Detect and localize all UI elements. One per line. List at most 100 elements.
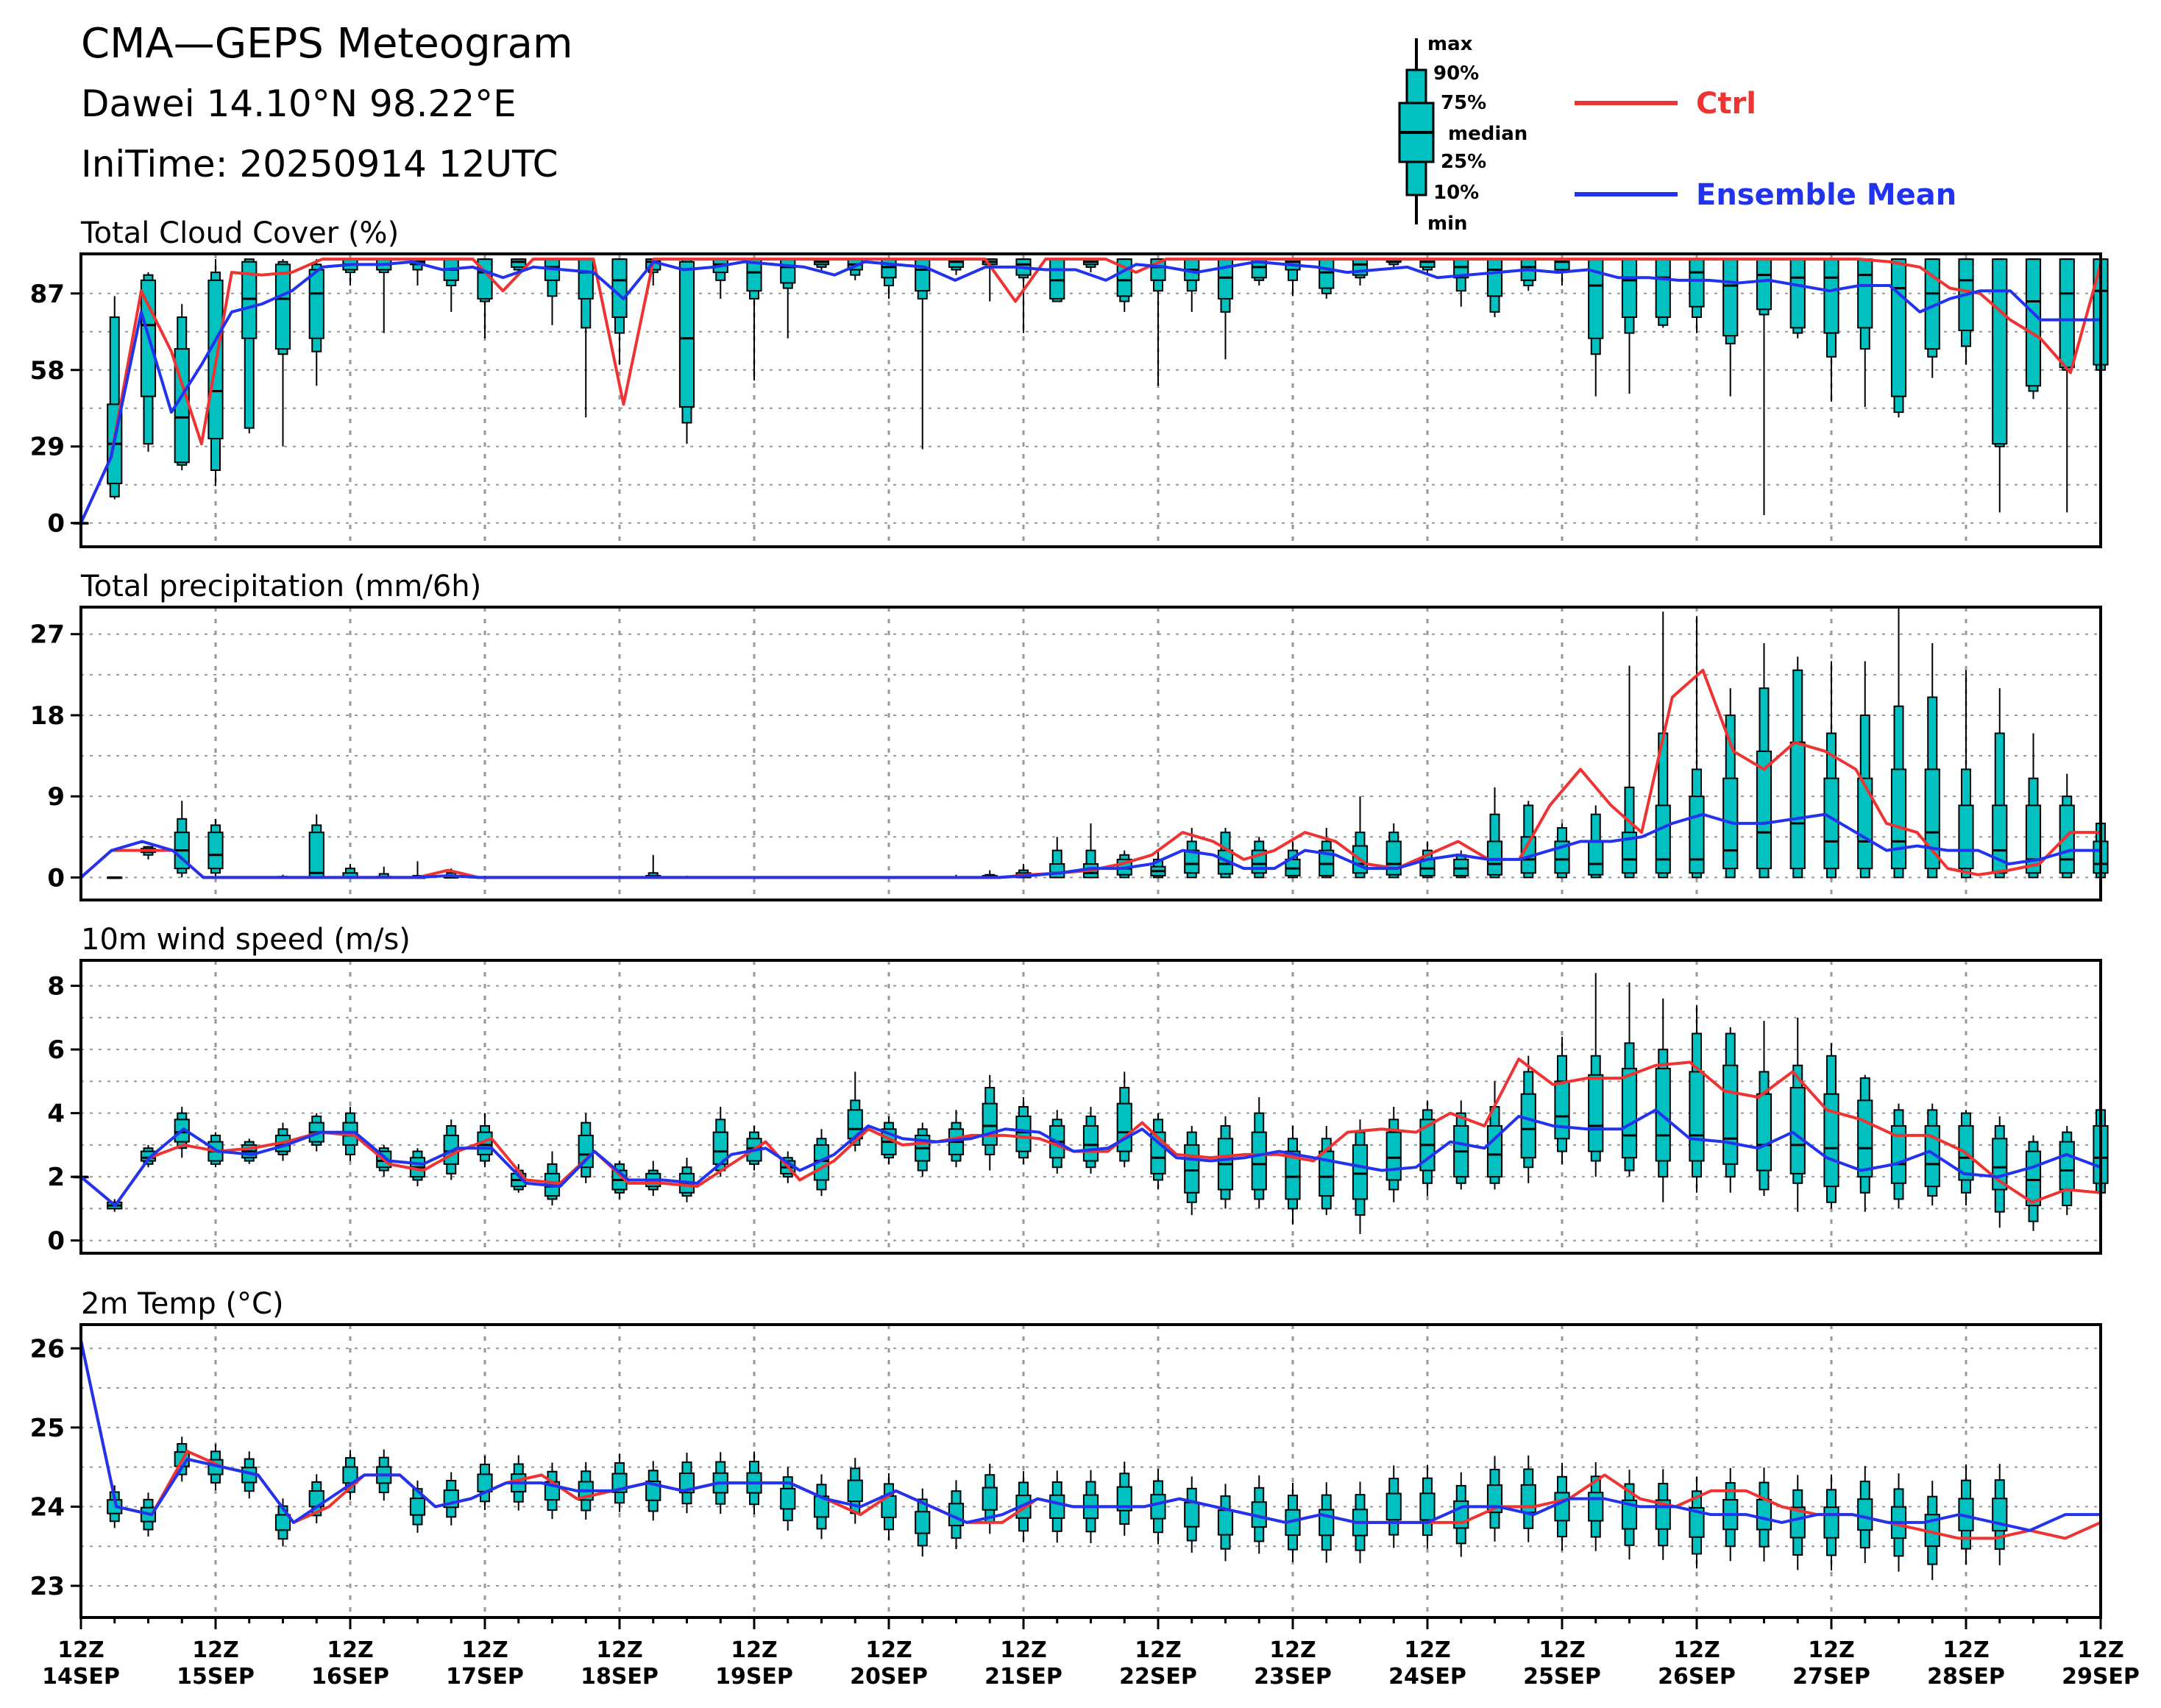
box-inner: [1655, 804, 1671, 874]
box-inner: [1924, 768, 1940, 870]
legend-median: median: [1448, 123, 1527, 145]
ytick-label: 0: [47, 509, 65, 539]
ctrl-line-cloud: [79, 258, 2102, 524]
legend-max: max: [1427, 33, 1473, 55]
box-inner: [1082, 1124, 1099, 1162]
box-wind: [645, 1160, 661, 1197]
box-cloud: [1890, 258, 1907, 418]
box-temp: [1655, 1469, 1671, 1560]
box-wind: [1857, 1074, 1873, 1212]
box-inner: [207, 832, 224, 870]
box-cloud: [2025, 258, 2042, 400]
box-inner: [2059, 1141, 2075, 1191]
box-precip: [2059, 773, 2075, 879]
xtick-date: 19SEP: [715, 1664, 793, 1690]
box-inner: [1015, 1115, 1032, 1152]
panel-frame-wind: [79, 959, 2102, 1255]
box-wind: [1689, 1004, 1705, 1193]
box-precip: [1621, 665, 1638, 879]
box-precip: [1789, 656, 1806, 879]
box-inner: [1385, 1131, 1402, 1181]
box-inner: [1554, 1080, 1570, 1140]
box-cloud: [207, 259, 224, 486]
box-temp: [1150, 1469, 1166, 1545]
box-temp: [1385, 1465, 1402, 1548]
box-cloud: [1756, 258, 1773, 515]
box-inner: [1049, 863, 1065, 879]
xtick-time: 12Z: [596, 1637, 643, 1663]
xtick-date: 29SEP: [2062, 1664, 2140, 1690]
box-inner: [2025, 804, 2042, 874]
box-cloud: [1823, 258, 1839, 402]
box-inner: [881, 258, 897, 279]
box-inner: [1352, 1144, 1369, 1200]
box-inner: [1756, 1498, 1773, 1531]
box-inner: [982, 1102, 998, 1146]
box-wind: [1486, 1081, 1503, 1190]
box-cloud: [1621, 258, 1638, 394]
box-temp: [645, 1461, 661, 1521]
xtick-date: 14SEP: [42, 1664, 120, 1690]
xtick-date: 28SEP: [1927, 1664, 2005, 1690]
box-inner: [1722, 258, 1739, 337]
box-temp: [611, 1453, 628, 1512]
xtick-date: 21SEP: [984, 1664, 1062, 1690]
box-inner: [1689, 795, 1705, 874]
box-precip: [1958, 670, 1974, 879]
box-inner: [1116, 1102, 1132, 1152]
box-inner: [1554, 1492, 1570, 1522]
box-temp: [1689, 1476, 1705, 1569]
box-wind: [915, 1122, 931, 1177]
box-temp: [813, 1474, 830, 1539]
box-inner: [678, 1473, 695, 1494]
panel-title-temp: 2m Temp (°C): [81, 1287, 284, 1321]
box-inner: [1756, 1093, 1773, 1172]
box-cloud: [1082, 258, 1099, 273]
box-inner: [611, 258, 628, 319]
box-inner: [1621, 1499, 1638, 1530]
box-cloud: [241, 258, 258, 433]
box-temp: [1823, 1474, 1839, 1571]
box-wind: [1621, 982, 1638, 1177]
box-temp: [544, 1462, 561, 1520]
box-precip: [2025, 733, 2042, 879]
ytick-label: 8: [47, 972, 65, 1002]
legend-ctrl-label: Ctrl: [1696, 87, 1756, 121]
box-cloud: [1992, 258, 2008, 513]
box-cloud: [948, 258, 965, 275]
box-cloud: [1924, 258, 1940, 378]
box-cloud: [274, 259, 291, 447]
box-cloud: [611, 258, 628, 365]
box-inner: [678, 261, 695, 408]
box-cloud: [1184, 258, 1200, 312]
box-inner: [1689, 1071, 1705, 1162]
box-inner: [2025, 1150, 2042, 1207]
box-precip: [1756, 642, 1773, 879]
xtick-time: 12Z: [192, 1637, 239, 1663]
box-inner: [1789, 1506, 1806, 1539]
legend-box-upper: [1405, 68, 1427, 104]
box-cloud: [1217, 258, 1234, 360]
box-cloud: [915, 258, 931, 450]
box-inner: [308, 269, 324, 339]
box-inner: [1453, 1500, 1469, 1529]
ytick-label: 29: [30, 433, 65, 462]
box-inner: [409, 1498, 426, 1516]
box-precip: [1520, 801, 1536, 879]
xtick-time: 12Z: [865, 1637, 912, 1663]
box-temp: [881, 1473, 897, 1540]
box-inner: [1689, 1507, 1705, 1538]
box-inner: [982, 1486, 998, 1511]
box-cloud: [140, 272, 157, 452]
mean-line-cloud: [79, 260, 2101, 524]
box-inner: [1588, 1492, 1604, 1522]
box-wind: [982, 1074, 998, 1171]
xtick-time: 12Z: [1539, 1637, 1586, 1663]
box-precip: [1217, 828, 1234, 879]
box-wind: [1588, 973, 1604, 1177]
box-temp: [1924, 1481, 1940, 1581]
box-precip: [1486, 787, 1503, 879]
legend-box-lower: [1405, 160, 1427, 196]
box-inner: [1857, 1498, 1873, 1531]
box-cloud: [2059, 258, 2075, 513]
